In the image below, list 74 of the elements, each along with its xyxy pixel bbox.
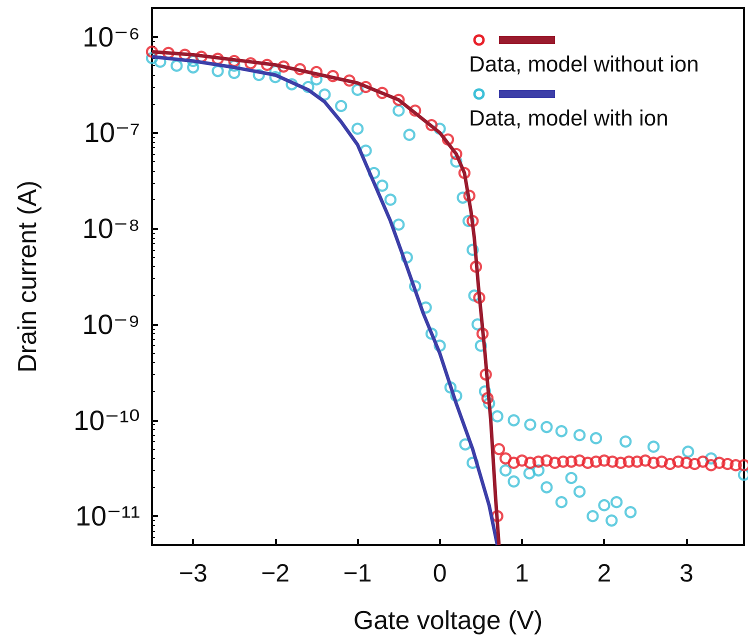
point — [195, 50, 208, 63]
point — [548, 456, 561, 469]
y-axis-title: Drain current (A) — [12, 180, 42, 373]
x-tick-label: −2 — [261, 560, 290, 588]
point — [228, 54, 240, 68]
point — [277, 60, 290, 73]
point — [598, 454, 610, 467]
point — [425, 119, 438, 132]
y-tick-label: 10⁻⁶ — [82, 21, 140, 52]
point — [442, 133, 454, 146]
point — [573, 454, 586, 467]
y-tick-label: 10⁻⁹ — [82, 308, 140, 340]
point — [705, 459, 718, 472]
x-tick-label: 1 — [515, 560, 529, 588]
point — [470, 260, 482, 273]
point — [696, 456, 709, 468]
point — [376, 86, 388, 100]
point — [261, 58, 274, 71]
point — [326, 70, 339, 82]
point — [473, 292, 486, 304]
y-tick-label: 10⁻¹⁰ — [74, 404, 140, 436]
point — [481, 392, 494, 404]
x-tick-label: −1 — [343, 560, 372, 588]
point — [730, 459, 742, 472]
legend-label: Data, model without ion — [469, 52, 699, 76]
point — [606, 456, 619, 468]
point — [614, 456, 627, 469]
x-tick-label: 0 — [432, 560, 447, 588]
point — [499, 452, 512, 465]
x-tick-label: 2 — [597, 560, 612, 588]
point — [656, 456, 668, 468]
point — [622, 456, 635, 468]
point — [146, 46, 158, 58]
point — [540, 454, 553, 467]
point — [480, 368, 492, 381]
point — [590, 456, 602, 468]
point — [672, 456, 684, 468]
point — [582, 456, 594, 469]
y-tick-label: 10⁻⁷ — [84, 117, 140, 148]
point — [532, 456, 545, 468]
point — [647, 456, 660, 469]
point — [688, 458, 701, 470]
point — [294, 63, 306, 76]
y-tick-label: 10⁻⁸ — [82, 213, 140, 244]
x-tick-label: −3 — [178, 560, 208, 588]
point — [631, 456, 644, 468]
point — [565, 456, 578, 468]
y-tick-label: 10⁻¹¹ — [75, 500, 140, 532]
point — [458, 166, 471, 180]
point — [516, 454, 528, 467]
point — [450, 148, 462, 160]
point — [310, 66, 323, 78]
point — [244, 57, 257, 70]
point — [463, 190, 476, 202]
x-axis-title: Gate voltage (V) — [353, 605, 543, 635]
point — [343, 74, 356, 87]
point — [713, 456, 726, 469]
point — [680, 456, 693, 469]
point — [466, 214, 479, 228]
point — [524, 456, 536, 469]
point — [212, 52, 224, 65]
point — [492, 443, 506, 456]
point — [360, 80, 372, 94]
point — [664, 458, 676, 470]
x-tick-label: 3 — [679, 560, 694, 588]
point — [392, 94, 405, 106]
point — [557, 456, 570, 468]
legend-label: Data, model with ion — [469, 106, 668, 130]
point — [721, 458, 734, 470]
point — [508, 456, 520, 469]
point — [639, 454, 652, 467]
point — [409, 104, 422, 117]
point — [476, 328, 489, 340]
point — [491, 510, 504, 522]
